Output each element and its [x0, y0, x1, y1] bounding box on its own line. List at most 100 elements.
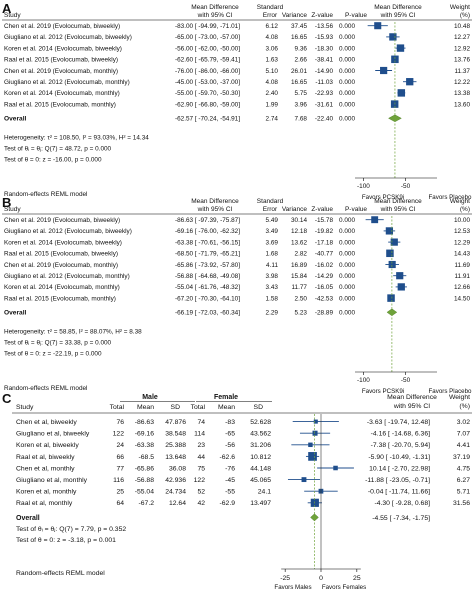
male-mean: -55.04 — [135, 489, 154, 496]
mean-difference-ci: -65.00 [ -73.00, -57.00] — [175, 34, 240, 41]
p-value: 0.000 — [339, 228, 355, 235]
overall-se: 2.29 — [266, 310, 279, 317]
female-sd: 43.562 — [250, 431, 271, 438]
header-weight-unit: (%) — [460, 12, 470, 19]
male-mean: -68.5 — [139, 454, 155, 461]
mean-difference-ci: -67.20 [ -70.30, -64.10] — [175, 295, 240, 302]
overall-z: -28.89 — [315, 310, 334, 317]
standard-error: 3.43 — [266, 284, 279, 291]
male-sd: 36.08 — [169, 465, 186, 472]
header-ci: with 95% CI — [393, 403, 430, 410]
variance: 2.66 — [295, 57, 308, 64]
p-value: 0.000 — [339, 284, 355, 291]
point-estimate-marker — [396, 272, 404, 280]
point-estimate-marker — [308, 452, 317, 461]
study-name: Chen et al. 2019 (Evolocumab, biweekly) — [4, 23, 120, 30]
mean-difference-ci: -11.88 [ -23.05, -0.71] — [365, 477, 430, 484]
female-mean: -83 — [225, 419, 235, 426]
study-name: Raal et al, biweekly — [16, 454, 75, 461]
table-row: Giugliano et al, biweekly 122 -69.16 38.548… — [16, 431, 470, 438]
table-row: Raal et al, monthly 64 -67.2 12.64 42 -62.9 13… — [16, 498, 470, 507]
favors-right-label: Favors Females — [322, 584, 366, 591]
study-name: Koren et al. 2014 (Evolocumab, monthly) — [4, 90, 120, 97]
heterogeneity-test: Test of θᵢ = θⱼ: Q(7) = 7.79, p = 0.352 — [16, 526, 126, 533]
weight: 13.60 — [454, 101, 470, 108]
mean-difference-ci: -7.38 [ -20.70, 5.94] — [371, 442, 430, 449]
weight: 11.91 — [454, 273, 470, 280]
study-name: Giugliano et al. 2012 (Evolocumab, month… — [4, 79, 130, 86]
male-total: 116 — [113, 477, 124, 484]
mean-difference-ci: -56.00 [ -62.00, -50.00] — [175, 45, 240, 52]
table-row: Raal et al, biweekly 66 -68.5 13.648 44 -62.6… — [16, 452, 470, 461]
mean-difference-ci: -55.04 [ -61.76, -48.32] — [175, 284, 240, 291]
table-row: Chen et al, biweekly 76 -86.63 47.876 74 -83 5… — [16, 419, 470, 426]
weight: 10.00 — [454, 217, 470, 224]
overall-variance: 5.23 — [295, 310, 308, 317]
variance: 26.01 — [291, 68, 307, 75]
male-mean: -69.16 — [135, 431, 154, 438]
header-variance: Variance — [282, 206, 308, 213]
study-name: Koren et al. 2014 (Evolocumab, monthly) — [4, 284, 120, 291]
weight: 11.69 — [454, 262, 470, 269]
model-note: Random-effects REML model — [16, 570, 105, 577]
header-study: Study — [4, 206, 21, 213]
point-estimate-marker — [371, 216, 379, 224]
table-row: Chen et al. 2019 (Evolocumab, biweekly) -… — [4, 216, 470, 224]
z-value: -11.03 — [315, 79, 333, 86]
mean-difference-ci: -76.00 [ -86.00, -66.00] — [175, 68, 240, 75]
weight: 4.75 — [457, 465, 470, 472]
study-name: Giugliano et al, monthly — [16, 477, 88, 484]
standard-error: 1.99 — [266, 101, 279, 108]
overall-label: Overall — [4, 116, 27, 123]
p-value: 0.000 — [339, 239, 355, 246]
x-tick-label: 25 — [353, 575, 361, 582]
mean-difference-ci: -4.16 [ -14.68, 6.36] — [371, 431, 430, 438]
header-mean-difference: Mean Difference — [191, 4, 239, 11]
point-estimate-marker — [313, 419, 318, 424]
female-sd: 31.206 — [250, 442, 271, 449]
z-value: -16.02 — [315, 262, 334, 269]
standard-error: 3.49 — [266, 228, 279, 235]
male-sd: 13.648 — [165, 454, 186, 461]
panel-label: B — [2, 195, 11, 210]
overall-variance: 7.68 — [295, 116, 308, 123]
z-value: -22.93 — [315, 90, 334, 97]
heterogeneity-test: Test of θᵢ = θⱼ: Q(7) = 33.38, p = 0.000 — [4, 340, 112, 347]
favors-right-label: Favors Placebo — [429, 194, 473, 201]
weight: 12.22 — [454, 79, 470, 86]
overall-z: -22.40 — [315, 116, 334, 123]
study-name: Giugliano et al. 2012 (Evolocumab, biwee… — [4, 228, 132, 235]
male-mean: -56.88 — [135, 477, 154, 484]
header-male-mean: Mean — [137, 404, 154, 411]
header-ci: with 95% CI — [197, 12, 233, 19]
standard-error: 1.68 — [266, 251, 279, 258]
variance: 12.18 — [291, 228, 307, 235]
female-sd: 52.628 — [250, 419, 271, 426]
p-value: 0.000 — [339, 101, 355, 108]
mean-difference-ci: -45.00 [ -53.00, -37.00] — [175, 79, 240, 86]
point-estimate-marker — [310, 498, 319, 507]
header-standard: Standard — [257, 4, 284, 11]
table-row: Giugliano et al, monthly 116 -56.88 42.936 1… — [16, 477, 470, 484]
weight: 5.71 — [457, 489, 470, 496]
male-sd: 42.936 — [165, 477, 186, 484]
variance: 16.89 — [291, 262, 307, 269]
header-female: Female — [214, 394, 238, 401]
female-sd: 24.1 — [258, 489, 271, 496]
mean-difference-ci: -68.50 [ -71.79, -65.21] — [175, 251, 240, 258]
study-name: Chen et al. 2019 (Evolocumab, monthly) — [4, 68, 118, 75]
standard-error: 4.08 — [266, 79, 279, 86]
table-row: Koren et al, biweekly 24 -63.38 25.388 23 -56… — [16, 442, 470, 449]
header-female-sd: SD — [254, 404, 264, 411]
header-weight: Weight — [450, 4, 470, 11]
standard-error: 2.40 — [266, 90, 279, 97]
header-variance: Variance — [282, 12, 308, 19]
female-total: 74 — [197, 419, 205, 426]
female-mean: -62.9 — [220, 500, 236, 507]
table-row: Raal et al. 2015 (Evolocumab, biweekly) -… — [4, 55, 470, 64]
model-note: Random-effects REML model — [4, 385, 87, 392]
variance: 16.65 — [291, 79, 307, 86]
weight: 31.56 — [453, 500, 470, 507]
p-value: 0.000 — [339, 217, 355, 224]
